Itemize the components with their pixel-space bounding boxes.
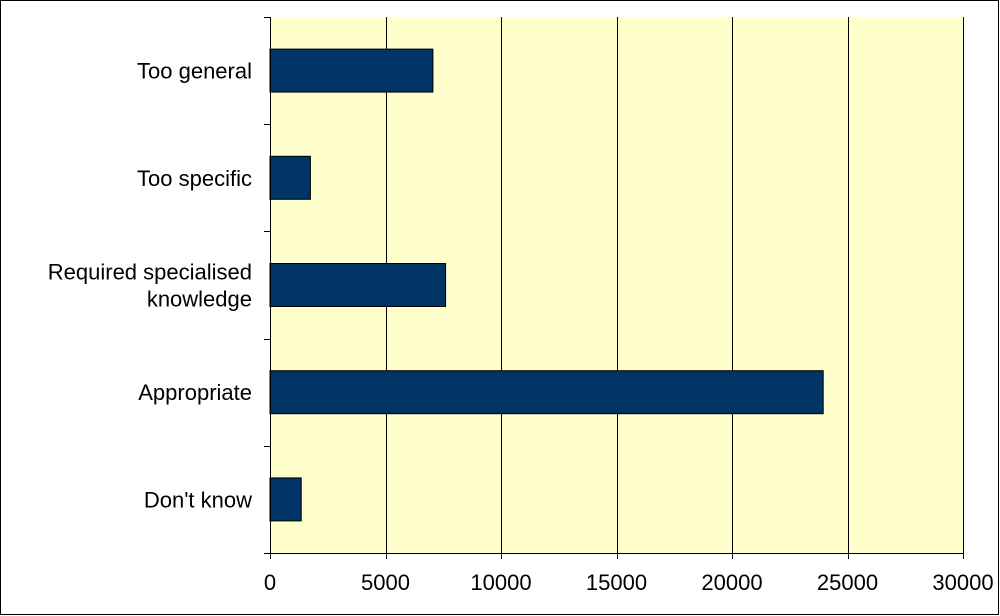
- category-label: Too specific: [137, 166, 252, 191]
- bar: [269, 155, 311, 200]
- x-tick-label: 20000: [701, 570, 762, 595]
- category-label: Required specialised knowledge: [48, 260, 252, 312]
- x-tick-labels: 0 5000 10000 15000 20000 25000 30000: [264, 570, 994, 595]
- axes: [264, 17, 964, 559]
- bar: [269, 477, 302, 522]
- bar: [269, 48, 434, 93]
- bars: [269, 48, 824, 522]
- category-label-line: Appropriate: [138, 380, 252, 405]
- category-label: Too general: [137, 59, 252, 84]
- x-tick-label: 30000: [932, 570, 993, 595]
- category-label-line: Required specialised: [48, 260, 252, 285]
- x-tick-label: 15000: [586, 570, 647, 595]
- category-label: Appropriate: [138, 380, 252, 405]
- x-tick-label: 5000: [361, 570, 410, 595]
- x-tick-label: 0: [264, 570, 276, 595]
- grid-lines: [386, 17, 964, 553]
- category-label: Don't know: [144, 487, 252, 512]
- category-label-line: Don't know: [144, 487, 252, 512]
- x-tick-label: 25000: [817, 570, 878, 595]
- category-label-line: Too general: [137, 59, 252, 84]
- bar: [269, 263, 447, 307]
- category-labels: Too general Too specific Required speciali…: [48, 59, 252, 513]
- category-label-line: knowledge: [147, 287, 252, 312]
- category-label-line: Too specific: [137, 166, 252, 191]
- bar: [269, 370, 824, 415]
- x-tick-label: 10000: [470, 570, 531, 595]
